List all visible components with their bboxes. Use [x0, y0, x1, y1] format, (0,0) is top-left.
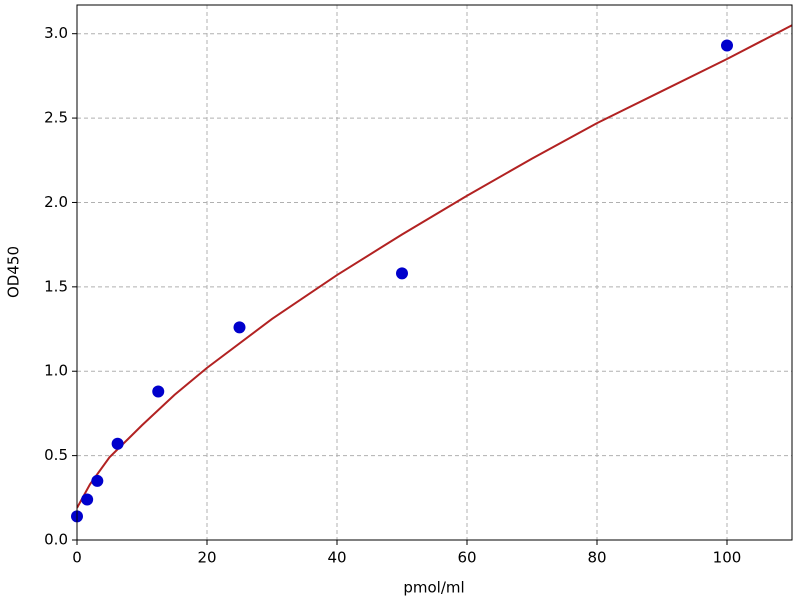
x-tick-label: 100 — [713, 549, 742, 567]
y-tick-label: 0.0 — [44, 531, 68, 549]
x-axis-label: pmol/ml — [403, 579, 464, 597]
x-tick-label: 80 — [587, 549, 606, 567]
x-tick-label: 40 — [327, 549, 346, 567]
y-tick-label: 3.0 — [44, 24, 68, 42]
plot-frame — [76, 4, 793, 541]
data-point — [233, 321, 246, 334]
x-tick-label: 60 — [457, 549, 476, 567]
y-axis-label: OD450 — [5, 246, 23, 298]
x-tick-label: 20 — [197, 549, 216, 567]
data-point — [111, 437, 124, 450]
y-tick-label: 2.0 — [44, 193, 68, 211]
fit-curve — [77, 24, 792, 509]
y-tick-label: 1.0 — [44, 362, 68, 380]
data-point — [81, 493, 94, 506]
data-point — [721, 39, 733, 52]
y-tick-label: 1.5 — [44, 277, 68, 295]
data-point — [152, 385, 165, 398]
data-point — [91, 474, 104, 487]
x-tick-label: 0 — [72, 549, 82, 567]
y-tick-label: 0.5 — [44, 446, 68, 464]
y-tick-label: 2.5 — [44, 109, 68, 127]
data-point — [396, 267, 408, 280]
